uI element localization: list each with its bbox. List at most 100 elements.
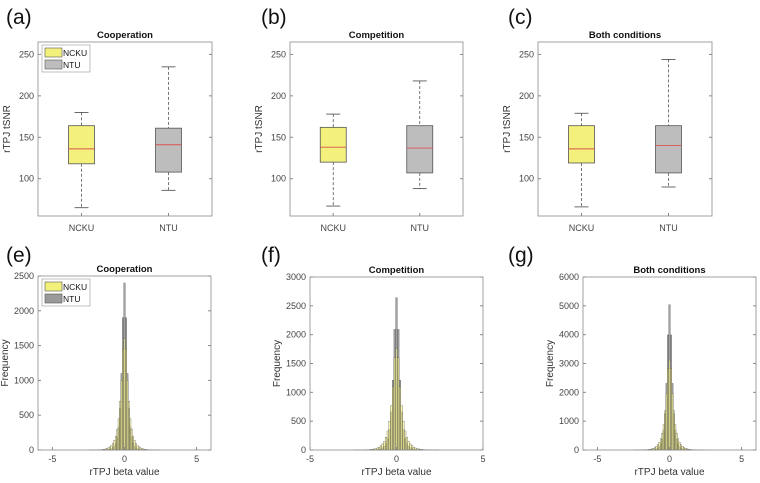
y-tick-label: 0 [574, 445, 579, 455]
legend: NCKU NTU [42, 45, 90, 72]
y-axis-label: Frequency [545, 340, 556, 387]
y-tick-label: 1500 [14, 341, 34, 351]
y-tick-label: 250 [19, 49, 34, 59]
hist-bar-ncku [125, 349, 126, 450]
chart-title: Cooperation [97, 264, 153, 275]
legend-swatch-ncku [45, 48, 62, 57]
hist-bar-ncku [406, 437, 408, 450]
hist-bar-ncku [137, 445, 138, 450]
hist-bar-ncku [130, 419, 131, 450]
hist-bar-ncku [134, 440, 135, 450]
y-tick-label: 500 [19, 410, 34, 420]
y-tick-label: 3000 [286, 272, 306, 282]
chart-title: Competition [369, 265, 425, 276]
box-ntu [156, 128, 182, 172]
y-tick-label: 1500 [286, 359, 306, 369]
hist-bar-ncku [403, 421, 405, 450]
y-axis-label: Frequency [272, 340, 283, 387]
x-tick-label: 5 [194, 454, 199, 464]
x-axis-label: rTPJ beta value [361, 467, 431, 478]
y-tick-label: 150 [19, 132, 34, 142]
hist-bar-ncku [112, 443, 113, 450]
hist-bar-ncku [127, 380, 128, 450]
y-tick-label: 200 [271, 91, 286, 101]
hist-bar-ncku [675, 425, 676, 450]
x-tick-label: NCKU [69, 223, 95, 233]
y-tick-label: 2500 [286, 301, 306, 311]
hist-bar-ncku [680, 445, 681, 450]
legend-label: NCKU [63, 48, 87, 58]
x-tick-label: 5 [739, 454, 744, 464]
y-axis-label: Frequency [0, 339, 11, 386]
hist-bar-ncku [394, 358, 396, 450]
legend-swatch-ncku [45, 282, 62, 291]
hist-bar-ncku [413, 447, 415, 450]
y-tick-label: 1000 [559, 416, 579, 426]
y-tick-label: 100 [19, 174, 34, 184]
hist-bar-ncku [396, 349, 398, 450]
chart-title: Both conditions [633, 265, 705, 276]
hist-bar-ncku [382, 444, 384, 450]
y-tick-label: 5000 [559, 301, 579, 311]
chart-title: Competition [349, 30, 405, 41]
x-tick-label: -5 [48, 454, 56, 464]
x-tick-label: -5 [306, 454, 314, 464]
hist-bar-ncku [404, 431, 406, 450]
hist-bar-ncku [128, 401, 129, 450]
hist-bar-ncku [390, 406, 392, 450]
hist-bar-ncku [408, 441, 410, 450]
x-tick-label: NTU [159, 223, 178, 233]
legend-label: NCKU [63, 282, 87, 292]
hist-bar-ncku [135, 443, 136, 450]
panel-label: (b) [261, 6, 287, 29]
legend-label: NTU [63, 60, 80, 70]
hist-bar-ncku [663, 425, 664, 450]
plot-area [538, 42, 712, 216]
x-tick-label: 0 [394, 454, 399, 464]
box-ncku [69, 126, 95, 164]
y-tick-label: 1000 [14, 375, 34, 385]
y-tick-label: 4000 [559, 330, 579, 340]
hist-bar-ncku [677, 439, 678, 450]
box-ncku [320, 127, 346, 162]
y-tick-label: 150 [519, 132, 534, 142]
hist-bar-ncku [389, 421, 391, 450]
hist-bar-ncku [673, 411, 674, 450]
hist-bar-ncku [131, 429, 132, 450]
hist-bar-ncku [657, 445, 658, 450]
hist-bar-ncku [114, 440, 115, 450]
hist-bar-ncku [667, 368, 668, 450]
x-tick-label: NCKU [569, 223, 595, 233]
hist-bar-ncku [378, 447, 380, 450]
panel-label: (f) [261, 244, 281, 267]
y-tick-label: 1000 [286, 387, 306, 397]
legend-swatch-ntu [45, 60, 62, 69]
hist-bar-ncku [399, 387, 401, 450]
hist-bar-ncku [670, 368, 671, 450]
x-tick-label: 0 [122, 454, 127, 464]
legend-swatch-ntu [45, 294, 62, 303]
hist-bar-ncku [401, 406, 403, 450]
hist-bar-ncku [411, 446, 413, 450]
hist-bar-ncku [660, 439, 661, 450]
y-axis-label: rTPJ tSNR [254, 105, 265, 153]
hist-bar-ncku [666, 394, 667, 450]
hist-bar-ncku [109, 447, 110, 450]
plot-area [290, 42, 463, 216]
hist-bar-ncku [409, 444, 411, 450]
y-tick-label: 0 [29, 445, 34, 455]
hist-bar-ncku [122, 349, 123, 450]
hist-bar-ncku [138, 447, 139, 450]
hist-bar-ncku [672, 394, 673, 450]
x-tick-label: NCKU [320, 223, 346, 233]
y-tick-label: 6000 [559, 272, 579, 282]
chart-title: Cooperation [97, 30, 153, 41]
y-tick-label: 150 [271, 132, 286, 142]
x-tick-label: NTU [411, 223, 430, 233]
chart-title: Both conditions [589, 30, 661, 41]
